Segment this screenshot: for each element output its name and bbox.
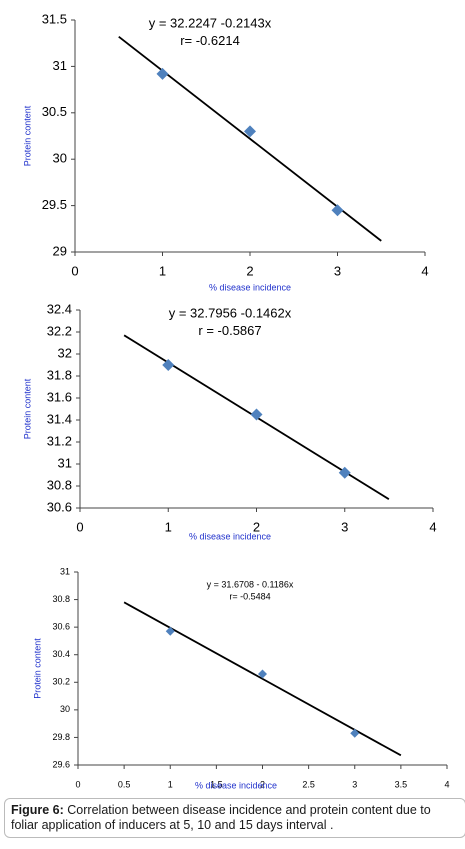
y-tick-label: 30.5 bbox=[42, 104, 67, 119]
x-axis-label: % disease incidence bbox=[209, 282, 291, 292]
x-tick-label: 0.5 bbox=[118, 779, 131, 789]
equation: y = 32.7956 -0.1462x bbox=[169, 305, 292, 320]
x-tick-label: 3.5 bbox=[395, 779, 408, 789]
y-tick-label: 32 bbox=[58, 345, 72, 360]
y-tick-label: 31 bbox=[58, 455, 72, 470]
y-tick-label: 30 bbox=[60, 704, 70, 714]
data-point bbox=[350, 728, 360, 738]
equation: y = 32.2247 -0.2143x bbox=[149, 15, 272, 30]
x-tick-label: 1 bbox=[168, 779, 173, 789]
caption-label: Figure 6: bbox=[11, 803, 64, 817]
y-tick-label: 30.8 bbox=[47, 477, 72, 492]
caption: Figure 6: Correlation between disease in… bbox=[4, 798, 465, 838]
x-tick-label: 4 bbox=[444, 779, 449, 789]
data-point bbox=[338, 466, 351, 479]
data-point bbox=[156, 67, 169, 80]
y-tick-label: 29.8 bbox=[52, 732, 70, 742]
y-tick-label: 31.6 bbox=[47, 389, 72, 404]
y-tick-label: 31.2 bbox=[47, 433, 72, 448]
y-tick-label: 30.4 bbox=[52, 649, 70, 659]
data-point bbox=[165, 626, 175, 636]
data-point bbox=[331, 204, 344, 217]
y-tick-label: 29 bbox=[53, 243, 67, 258]
r-value: r = -0.5867 bbox=[198, 323, 261, 338]
trendline bbox=[123, 601, 402, 757]
y-tick-label: 30.6 bbox=[52, 622, 70, 632]
y-axis-label: Protein content bbox=[22, 105, 32, 166]
y-axis-label: Protein content bbox=[32, 638, 42, 699]
x-tick-label: 1 bbox=[165, 519, 172, 534]
x-tick-label: 2 bbox=[253, 519, 260, 534]
y-tick-label: 29.6 bbox=[52, 759, 70, 769]
y-axis-label: Protein content bbox=[22, 378, 32, 439]
y-tick-label: 30.6 bbox=[47, 499, 72, 514]
x-tick-label: 3 bbox=[334, 263, 341, 278]
r-value: r= -0.6214 bbox=[180, 33, 240, 48]
caption-text: Correlation between disease incidence an… bbox=[11, 803, 431, 832]
x-tick-label: 4 bbox=[429, 519, 436, 534]
equation: y = 31.6708 - 0.1186x bbox=[207, 579, 294, 589]
y-tick-label: 32.2 bbox=[47, 323, 72, 338]
x-axis-label: % disease incidence bbox=[189, 531, 271, 541]
x-tick-label: 2 bbox=[246, 263, 253, 278]
y-tick-label: 30.8 bbox=[52, 594, 70, 604]
x-tick-label: 4 bbox=[421, 263, 428, 278]
x-axis-label: % disease incidence bbox=[195, 780, 277, 790]
y-tick-label: 30 bbox=[53, 151, 67, 166]
data-point bbox=[258, 669, 267, 679]
data-point bbox=[162, 359, 175, 371]
y-tick-label: 31 bbox=[60, 566, 70, 576]
x-tick-label: 0 bbox=[71, 263, 78, 278]
x-tick-label: 3 bbox=[352, 779, 357, 789]
x-tick-label: 2.5 bbox=[302, 779, 315, 789]
r-value: r= -0.5484 bbox=[229, 592, 270, 602]
y-tick-label: 30.2 bbox=[52, 677, 70, 687]
data-point bbox=[244, 125, 256, 138]
y-tick-label: 31 bbox=[53, 58, 67, 73]
x-tick-label: 0 bbox=[75, 779, 80, 789]
y-tick-label: 32.4 bbox=[47, 301, 72, 316]
data-point bbox=[250, 408, 263, 421]
y-tick-label: 29.5 bbox=[42, 197, 67, 212]
x-tick-label: 0 bbox=[76, 519, 83, 534]
x-tick-label: 1 bbox=[159, 263, 166, 278]
x-tick-label: 2 bbox=[260, 779, 265, 789]
y-tick-label: 31.4 bbox=[47, 411, 72, 426]
y-tick-label: 31.5 bbox=[42, 11, 67, 26]
x-tick-label: 3 bbox=[341, 519, 348, 534]
x-tick-label: 1.5 bbox=[210, 779, 223, 789]
y-tick-label: 31.8 bbox=[47, 367, 72, 382]
